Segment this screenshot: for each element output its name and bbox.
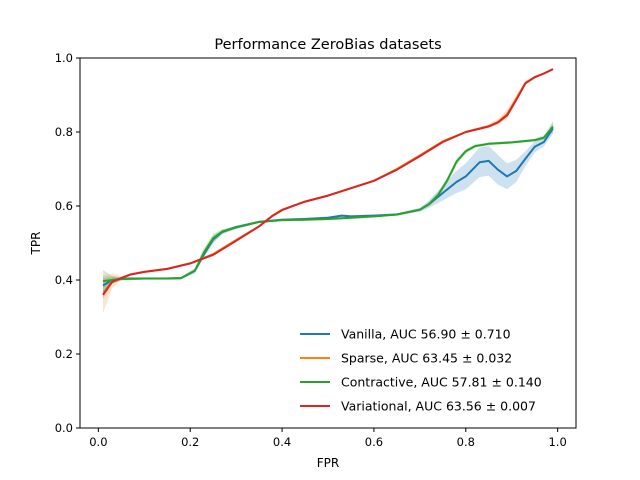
y-tick-label: 0.2: [55, 347, 73, 361]
legend-label: Vanilla, AUC 56.90 ± 0.710: [341, 327, 511, 342]
plot-area: [102, 68, 554, 314]
y-tick-label: 0.8: [55, 125, 73, 139]
y-tick-label: 1.0: [55, 51, 73, 65]
series-line-3: [102, 68, 554, 296]
x-axis-ticks: 0.0 0.2 0.4 0.6 0.8 1.0: [89, 428, 567, 449]
y-axis-ticks: 0.0 0.2 0.4 0.6 0.8 1.0: [55, 51, 80, 435]
x-axis-label: FPR: [317, 456, 339, 470]
legend-item: Vanilla, AUC 56.90 ± 0.710: [300, 327, 511, 342]
legend-item: Sparse, AUC 63.45 ± 0.032: [300, 351, 512, 366]
y-axis-label: TPR: [29, 232, 43, 256]
series-lines: [102, 68, 554, 296]
legend-label: Contractive, AUC 57.81 ± 0.140: [341, 375, 542, 390]
x-tick-label: 0.2: [181, 435, 199, 449]
legend-item: Contractive, AUC 57.81 ± 0.140: [300, 375, 542, 390]
x-tick-label: 0.4: [273, 435, 291, 449]
y-tick-label: 0.0: [55, 421, 73, 435]
legend-label: Sparse, AUC 63.45 ± 0.032: [341, 351, 512, 366]
legend-item: Variational, AUC 63.56 ± 0.007: [300, 399, 536, 414]
y-tick-label: 0.4: [55, 273, 73, 287]
chart-title: Performance ZeroBias datasets: [214, 37, 441, 53]
y-tick-label: 0.6: [55, 199, 73, 213]
x-tick-label: 1.0: [548, 435, 566, 449]
series-line-2: [102, 125, 554, 283]
x-tick-label: 0.6: [365, 435, 383, 449]
x-tick-label: 0.8: [457, 435, 475, 449]
x-tick-label: 0.0: [89, 435, 107, 449]
legend-label: Variational, AUC 63.56 ± 0.007: [341, 399, 536, 414]
axes-frame: [79, 57, 577, 429]
legend: Vanilla, AUC 56.90 ± 0.710 Sparse, AUC 63…: [300, 327, 542, 414]
